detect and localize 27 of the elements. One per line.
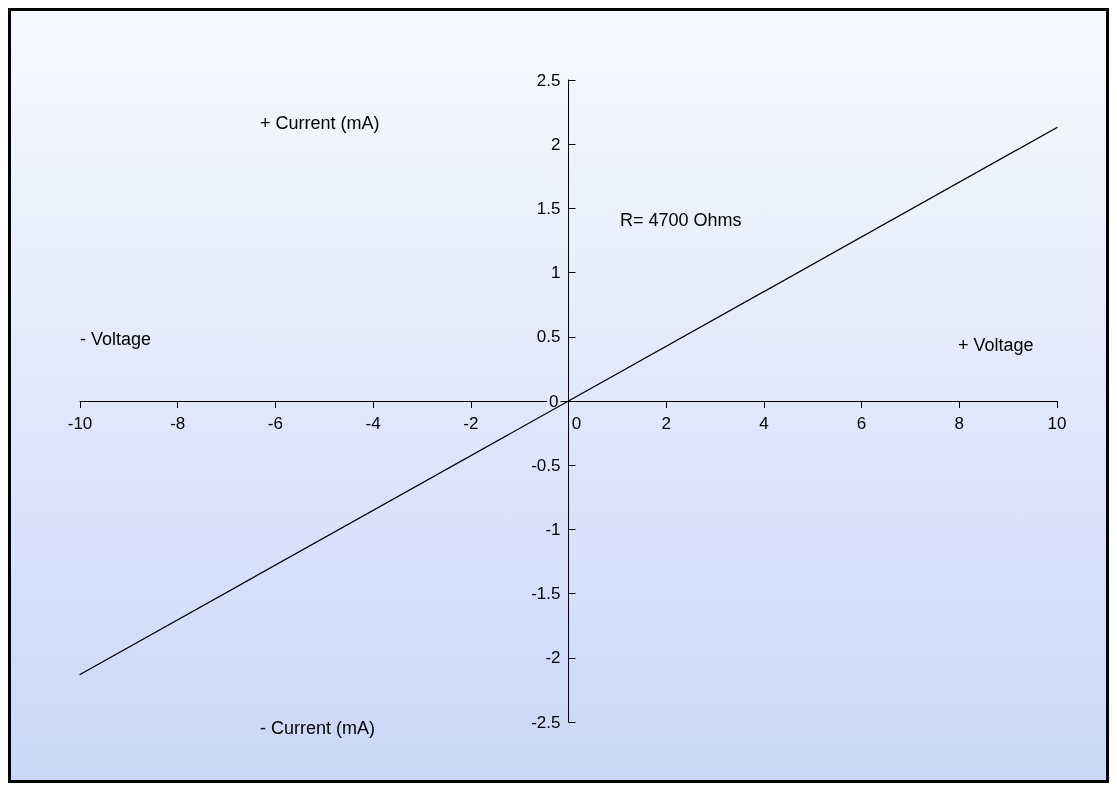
y-tick-label: -2	[545, 648, 561, 668]
x-tick-label: 2	[661, 414, 671, 433]
x-tick-label: 4	[759, 414, 769, 433]
y-tick-label: -1.5	[531, 584, 561, 604]
y-tick-label: -1	[545, 519, 561, 539]
y-tick-label: 2.5	[536, 70, 561, 90]
x-tick-label: -4	[365, 414, 381, 433]
x-tick-label: 0	[571, 414, 582, 433]
y-tick-label: -0.5	[531, 455, 561, 475]
x-tick-label: 10	[1047, 414, 1067, 433]
x-tick-label: -6	[267, 414, 283, 433]
x-tick-label: -10	[67, 414, 93, 433]
y-tick-label: 2	[551, 134, 561, 154]
annotation: + Voltage	[958, 335, 1034, 355]
y-tick-label: -2.5	[531, 712, 561, 732]
y-tick-label: 0.5	[536, 327, 561, 347]
x-tick-label: 8	[954, 414, 965, 433]
x-tick-label: 6	[856, 414, 867, 433]
annotation: - Voltage	[80, 329, 152, 349]
y-tick-label: 1.5	[536, 198, 561, 218]
annotation: - Current (mA)	[260, 718, 376, 738]
x-tick-label: -2	[463, 414, 479, 433]
y-tick-label: 1	[551, 263, 561, 283]
y-tick-label: 0	[549, 391, 559, 411]
annotation: R= 4700 Ohms	[620, 210, 742, 230]
x-tick-label: -8	[170, 414, 186, 433]
annotation: + Current (mA)	[260, 113, 380, 133]
